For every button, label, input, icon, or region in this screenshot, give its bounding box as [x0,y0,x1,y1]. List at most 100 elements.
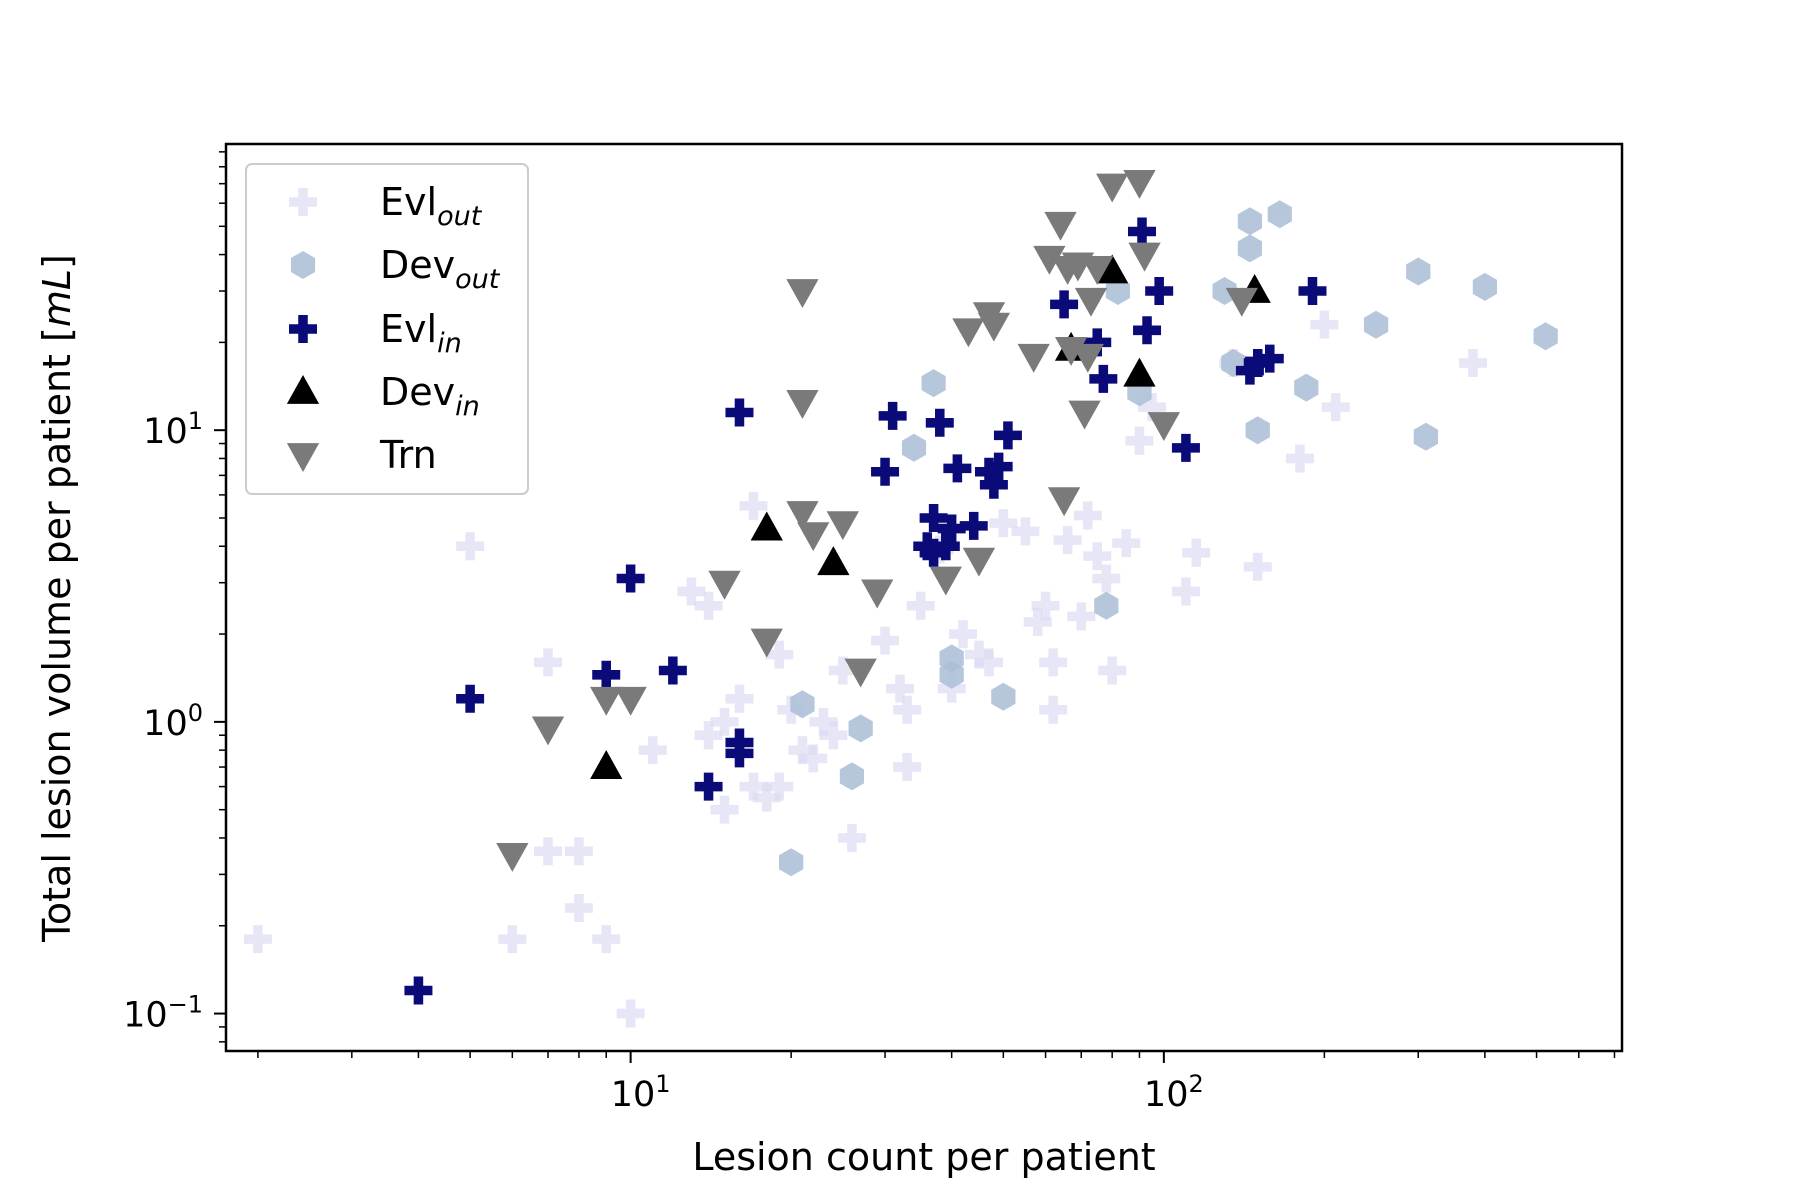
point-evl-in [1298,277,1327,306]
point-trn [531,716,565,746]
point-trn [1096,173,1129,203]
point-evl-out [799,744,828,773]
point-evl-out [788,736,817,765]
point-evl-out [765,640,794,669]
point-evl-out [752,783,781,812]
point-evl-out [1023,607,1052,636]
point-evl-in [925,408,954,437]
legend-label-trn: Trn [379,433,437,477]
point-evl-in [1083,328,1112,357]
legend-label-evl-out: Evlout [380,180,483,232]
point-dev-out [1237,234,1262,263]
point-evl-in [943,454,972,483]
point-trn [977,312,1011,342]
point-evl-out [638,736,667,765]
point-trn [590,686,623,716]
point-evl-out [885,674,914,703]
point-trn [1044,211,1077,241]
point-evl-out [1310,310,1339,339]
y-tick-label: 100 [143,699,203,744]
point-evl-in [913,532,942,561]
point-evl-in [979,470,1008,499]
point-trn [826,511,859,541]
legend-box [245,163,529,495]
point-dev-out [1472,272,1497,301]
point-evl-out [534,837,563,866]
point-evl-out [592,925,621,954]
legend-label-evl-in: Evlin [380,307,462,359]
point-dev-out [1533,322,1558,351]
point-trn [786,501,819,531]
point-evl-in [984,452,1013,481]
point-trn [1074,287,1108,317]
point-evl-out [1112,529,1141,558]
point-evl-in [658,656,687,685]
series-evl-in [404,217,1327,1005]
point-trn [708,570,741,600]
point-trn [797,522,830,552]
point-trn [1081,256,1114,285]
point-trn [750,628,783,658]
point-evl-out [1011,517,1040,546]
point-evl-out [837,823,866,852]
x-tick-label: 102 [1144,1070,1204,1115]
point-trn [1071,343,1104,373]
point-evl-out [564,894,593,923]
point-evl-in [931,532,960,561]
point-trn [861,579,894,609]
point-evl-in [975,457,1004,486]
point-dev-out [921,369,946,398]
point-trn [496,842,529,872]
point-evl-out [456,532,485,561]
point-evl-in [1171,433,1200,462]
point-dev-out [1237,207,1262,236]
point-dev-out [939,644,964,673]
point-evl-out [616,999,645,1028]
legend: Evlout Devout Evlin Devin Trn [245,163,529,495]
point-trn [1147,412,1181,442]
x-tick-label: 101 [611,1070,671,1115]
point-evl-out [1073,501,1102,530]
point-evl-out [1083,542,1112,571]
point-evl-out [725,684,754,713]
point-evl-out [1092,564,1121,593]
point-evl-out [1321,393,1350,422]
point-evl-in [959,511,988,540]
point-evl-out [893,695,922,724]
point-trn [786,279,819,309]
point-evl-in [1255,344,1284,373]
point-evl-in [592,660,621,689]
point-dev-out [1363,310,1389,339]
point-evl-out [1098,656,1127,685]
point-trn [1068,400,1101,430]
point-evl-in [404,976,433,1005]
legend-label-dev-in: Devin [380,370,480,422]
point-dev-in [1096,254,1129,284]
point-evl-out [765,772,794,801]
point-evl-out [964,640,993,669]
point-dev-out [901,433,927,462]
legend-label-dev-out: Devout [380,243,501,295]
point-dev-out [1212,277,1237,305]
point-evl-in [1050,290,1079,319]
point-evl-out [534,648,563,677]
point-evl-out [710,707,739,736]
legend-marker-evl-out [289,188,317,216]
point-dev-out [1267,200,1292,229]
point-dev-in [1123,357,1156,387]
point-evl-in [694,772,723,801]
point-trn [962,547,996,577]
point-evl-in [616,564,645,593]
series-dev-out [779,200,1558,877]
point-evl-out [819,721,848,750]
point-trn [1128,242,1161,272]
point-evl-out [1067,602,1096,631]
point-dev-in [590,750,623,779]
legend-marker-trn [286,443,320,472]
point-trn [1033,245,1066,275]
point-evl-in [1235,356,1264,385]
point-dev-out [848,714,873,743]
point-dev-out [1094,591,1119,620]
point-evl-out [694,721,723,750]
point-dev-out [1245,416,1270,445]
